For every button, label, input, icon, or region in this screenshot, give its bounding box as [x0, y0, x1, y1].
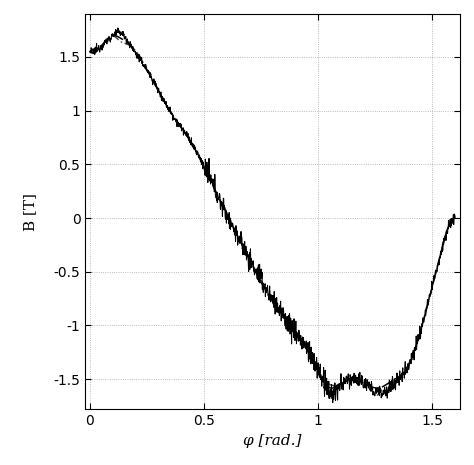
X-axis label: φ [rad.]: φ [rad.]: [243, 434, 302, 448]
Y-axis label: B [T]: B [T]: [23, 193, 36, 231]
